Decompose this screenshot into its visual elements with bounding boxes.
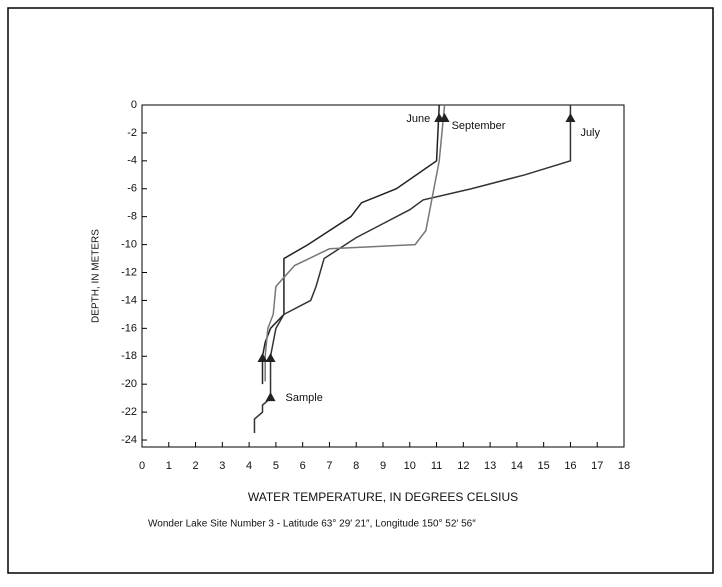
marker (565, 112, 576, 122)
line-series (261, 104, 440, 385)
line-series (264, 104, 446, 382)
annotation: Sample (286, 392, 323, 404)
x-tick-label: 4 (246, 460, 252, 472)
series-label: July (580, 127, 600, 139)
x-tick-label: 8 (353, 460, 359, 472)
x-tick-label: 16 (564, 460, 576, 472)
x-tick-label: 5 (273, 460, 279, 472)
marker (439, 112, 450, 122)
y-tick-label: -22 (121, 406, 137, 418)
x-tick-label: 2 (192, 460, 198, 472)
line-series (253, 105, 572, 434)
x-tick-label: 11 (431, 460, 442, 472)
y-tick-label: -24 (121, 434, 137, 446)
x-tick-label: 6 (300, 460, 306, 472)
series-label: September (452, 120, 506, 132)
y-axis-label: DEPTH, IN METERS (91, 229, 102, 323)
x-tick-label: 0 (139, 460, 145, 472)
y-tick-label: -8 (127, 211, 137, 223)
y-tick-label: -18 (121, 350, 137, 362)
y-tick-label: -4 (127, 155, 137, 167)
x-tick-label: 17 (591, 460, 603, 472)
series-label: June (406, 113, 430, 125)
y-tick-label: 0 (131, 99, 137, 111)
x-tick-label: 3 (219, 460, 225, 472)
frame (7, 7, 714, 574)
y-tick-label: -16 (121, 322, 137, 334)
y-tick-label: -14 (121, 294, 137, 306)
x-axis-label: WATER TEMPERATURE, IN DEGREES CELSIUS (248, 490, 518, 504)
marker (257, 353, 268, 363)
x-tick-label: 13 (484, 460, 496, 472)
x-tick-label: 1 (166, 460, 172, 472)
caption: Wonder Lake Site Number 3 - Latitude 63°… (148, 519, 476, 530)
x-tick-label: 12 (457, 460, 469, 472)
y-tick-label: -2 (127, 127, 137, 139)
marker (265, 353, 276, 363)
x-tick-label: 9 (380, 460, 386, 472)
plot-frame (141, 104, 625, 448)
x-tick-label: 14 (511, 460, 523, 472)
x-tick-label: 18 (618, 460, 630, 472)
x-tick-label: 7 (326, 460, 332, 472)
y-tick-label: -12 (121, 266, 137, 278)
y-tick-label: -6 (127, 183, 137, 195)
x-tick-label: 10 (404, 460, 416, 472)
y-tick-label: -20 (121, 378, 137, 390)
y-tick-label: -10 (121, 238, 137, 250)
marker (265, 392, 276, 402)
x-tick-label: 15 (538, 460, 550, 472)
